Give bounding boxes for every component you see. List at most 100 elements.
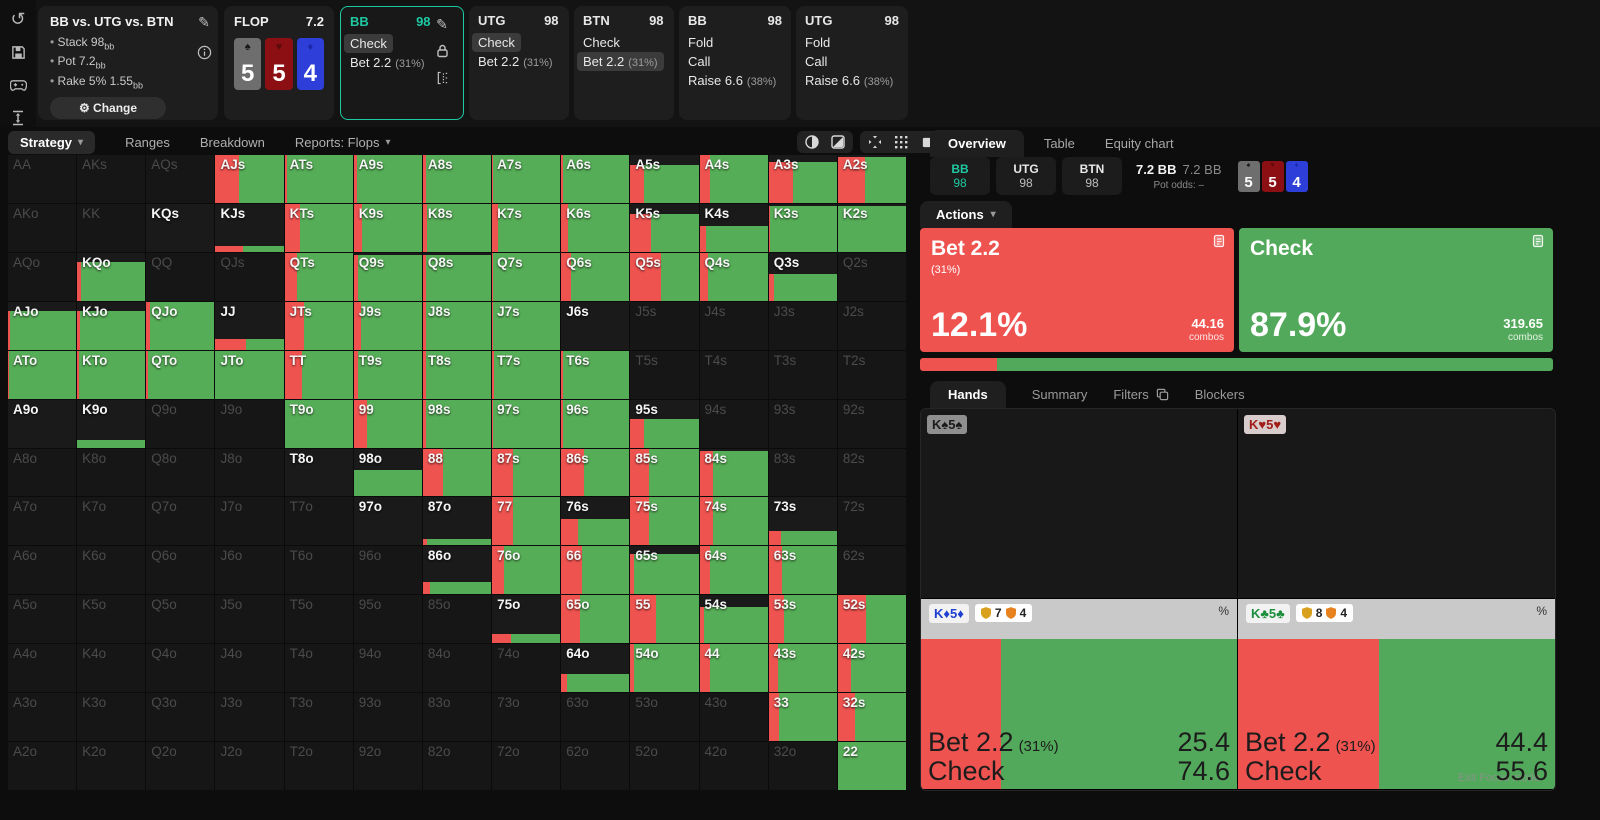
- matrix-cell-A4s[interactable]: A4s: [699, 155, 768, 203]
- matrix-cell-Q9o[interactable]: Q9o: [146, 399, 215, 448]
- matrix-cell-72o[interactable]: 72o: [492, 742, 561, 790]
- node-action-check[interactable]: Check: [472, 33, 521, 52]
- matrix-cell-T5o[interactable]: T5o: [284, 595, 353, 644]
- action-card-check[interactable]: Check 87.9% 319.65 combos: [1239, 228, 1553, 352]
- matrix-cell-85o[interactable]: 85o: [422, 595, 492, 644]
- matrix-cell-JTo[interactable]: JTo: [215, 350, 284, 399]
- action-card-bet[interactable]: Bet 2.2 (31%) 12.1% 44.16 combos: [920, 228, 1234, 352]
- matrix-cell-K2o[interactable]: K2o: [77, 742, 146, 790]
- matrix-cell-64s[interactable]: 64s: [699, 546, 768, 595]
- matrix-cell-Q9s[interactable]: Q9s: [353, 252, 422, 301]
- matrix-cell-96s[interactable]: 96s: [561, 399, 630, 448]
- matrix-cell-74o[interactable]: 74o: [492, 644, 561, 693]
- matrix-cell-A6o[interactable]: A6o: [8, 546, 77, 595]
- matrix-cell-83o[interactable]: 83o: [422, 693, 492, 742]
- matrix-cell-T2s[interactable]: T2s: [837, 350, 906, 399]
- matrix-cell-77[interactable]: 77: [492, 497, 561, 546]
- matrix-cell-54o[interactable]: 54o: [630, 644, 699, 693]
- tab-overview[interactable]: Overview: [930, 130, 1024, 157]
- matrix-cell-J8s[interactable]: J8s: [422, 301, 492, 350]
- grid-icon[interactable]: [894, 135, 908, 149]
- node-action-bet-2-2[interactable]: Bet 2.2 (31%): [350, 55, 425, 70]
- change-button[interactable]: ⚙ Change: [50, 97, 166, 120]
- matrix-cell-76o[interactable]: 76o: [492, 546, 561, 595]
- matrix-cell-Q3o[interactable]: Q3o: [146, 693, 215, 742]
- matrix-cell-93s[interactable]: 93s: [768, 399, 837, 448]
- matrix-cell-KK[interactable]: KK: [77, 203, 146, 252]
- matrix-cell-J4o[interactable]: J4o: [215, 644, 284, 693]
- matrix-cell-T7s[interactable]: T7s: [492, 350, 561, 399]
- matrix-cell-T7o[interactable]: T7o: [284, 497, 353, 546]
- matrix-cell-J9s[interactable]: J9s: [353, 301, 422, 350]
- matrix-cell-J7o[interactable]: J7o: [215, 497, 284, 546]
- report-icon[interactable]: [1212, 234, 1226, 248]
- matrix-cell-T8o[interactable]: T8o: [284, 448, 353, 497]
- matrix-cell-Q3s[interactable]: Q3s: [768, 252, 837, 301]
- matrix-cell-T4o[interactable]: T4o: [284, 644, 353, 693]
- node-action-fold[interactable]: Fold: [805, 35, 831, 50]
- matrix-cell-K7s[interactable]: K7s: [492, 203, 561, 252]
- matrix-cell-T6s[interactable]: T6s: [561, 350, 630, 399]
- matrix-cell-82o[interactable]: 82o: [422, 742, 492, 790]
- tab-summary[interactable]: Summary: [1032, 381, 1088, 408]
- matrix-cell-63s[interactable]: 63s: [768, 546, 837, 595]
- contrast-icon[interactable]: [831, 135, 845, 149]
- matrix-cell-J2s[interactable]: J2s: [837, 301, 906, 350]
- matrix-cell-73o[interactable]: 73o: [492, 693, 561, 742]
- percent-toggle[interactable]: %: [1218, 604, 1229, 618]
- tab-blockers[interactable]: Blockers: [1195, 381, 1245, 408]
- matrix-cell-K4o[interactable]: K4o: [77, 644, 146, 693]
- matrix-cell-85s[interactable]: 85s: [630, 448, 699, 497]
- matrix-cell-AQs[interactable]: AQs: [146, 155, 215, 203]
- player-chip-btn[interactable]: BTN 98: [1062, 157, 1122, 195]
- hand-cell-spade-blocked[interactable]: K♠5♠: [921, 409, 1238, 599]
- matrix-cell-AQo[interactable]: AQo: [8, 252, 77, 301]
- matrix-cell-AKs[interactable]: AKs: [77, 155, 146, 203]
- tab-breakdown[interactable]: Breakdown: [200, 135, 265, 150]
- matrix-cell-43s[interactable]: 43s: [768, 644, 837, 693]
- matrix-cell-J7s[interactable]: J7s: [492, 301, 561, 350]
- actions-dropdown[interactable]: Actions ▾: [920, 201, 1012, 228]
- matrix-cell-Q4o[interactable]: Q4o: [146, 644, 215, 693]
- matrix-cell-K8s[interactable]: K8s: [422, 203, 492, 252]
- matrix-cell-ATo[interactable]: ATo: [8, 350, 77, 399]
- hand-cell-heart-blocked[interactable]: K♥5♥: [1238, 409, 1555, 599]
- node-action-fold[interactable]: Fold: [688, 35, 714, 50]
- matrix-cell-75s[interactable]: 75s: [630, 497, 699, 546]
- matrix-cell-Q2s[interactable]: Q2s: [837, 252, 906, 301]
- matrix-cell-A6s[interactable]: A6s: [561, 155, 630, 203]
- matrix-cell-KQs[interactable]: KQs: [146, 203, 215, 252]
- matrix-cell-44[interactable]: 44: [699, 644, 768, 693]
- node-bb-3[interactable]: BB 98 Fold Call Raise 6.6 (38%): [679, 6, 791, 120]
- matrix-cell-Q8s[interactable]: Q8s: [422, 252, 492, 301]
- matrix-cell-62s[interactable]: 62s: [837, 546, 906, 595]
- matrix-cell-AJs[interactable]: AJs: [215, 155, 284, 203]
- matrix-cell-K2s[interactable]: K2s: [837, 203, 906, 252]
- matrix-cell-Q6s[interactable]: Q6s: [561, 252, 630, 301]
- matrix-cell-T8s[interactable]: T8s: [422, 350, 492, 399]
- matrix-cell-87s[interactable]: 87s: [492, 448, 561, 497]
- matrix-cell-Q7s[interactable]: Q7s: [492, 252, 561, 301]
- pencil-icon[interactable]: ✎: [436, 15, 448, 32]
- tab-table[interactable]: Table: [1043, 136, 1075, 151]
- matrix-cell-73s[interactable]: 73s: [768, 497, 837, 546]
- matrix-cell-K4s[interactable]: K4s: [699, 203, 768, 252]
- node-action-bet-2-2[interactable]: Bet 2.2 (31%): [577, 52, 664, 71]
- matrix-cell-62o[interactable]: 62o: [561, 742, 630, 790]
- tab-ranges[interactable]: Ranges: [125, 135, 170, 150]
- matrix-cell-93o[interactable]: 93o: [353, 693, 422, 742]
- matrix-cell-87o[interactable]: 87o: [422, 497, 492, 546]
- matrix-cell-32o[interactable]: 32o: [768, 742, 837, 790]
- matrix-cell-98o[interactable]: 98o: [353, 448, 422, 497]
- matrix-cell-A7s[interactable]: A7s: [492, 155, 561, 203]
- matrix-cell-Q6o[interactable]: Q6o: [146, 546, 215, 595]
- info-icon[interactable]: [196, 44, 212, 60]
- matrix-cell-QJs[interactable]: QJs: [215, 252, 284, 301]
- node-btn-2[interactable]: BTN 98 Check Bet 2.2 (31%): [574, 6, 674, 120]
- matrix-cell-J8o[interactable]: J8o: [215, 448, 284, 497]
- matrix-cell-A5s[interactable]: A5s: [630, 155, 699, 203]
- matrix-cell-55[interactable]: 55: [630, 595, 699, 644]
- matrix-cell-K7o[interactable]: K7o: [77, 497, 146, 546]
- matrix-cell-92s[interactable]: 92s: [837, 399, 906, 448]
- square-icon[interactable]: [920, 135, 934, 149]
